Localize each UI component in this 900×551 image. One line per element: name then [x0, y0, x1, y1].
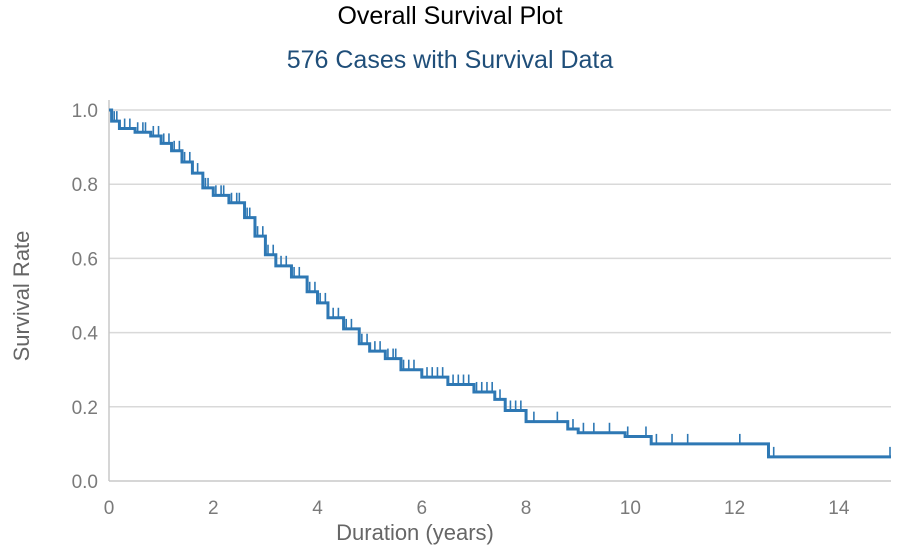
x-tick-label: 14 — [828, 498, 850, 519]
survival-line — [109, 108, 891, 459]
axes — [108, 100, 891, 482]
censor-marks — [113, 111, 891, 457]
y-tick-label: 1.0 — [72, 101, 98, 122]
chart-title: Overall Survival Plot — [337, 2, 563, 30]
x-tick-label: 2 — [208, 498, 219, 519]
y-tick-label: 0.8 — [72, 175, 98, 196]
chart-subtitle: 576 Cases with Survival Data — [286, 46, 614, 74]
y-tick-label: 0.0 — [72, 472, 98, 493]
grid-lines — [109, 109, 891, 408]
x-tick-label: 10 — [620, 498, 641, 519]
series-group — [109, 108, 891, 459]
x-tick-label: 6 — [417, 498, 428, 519]
y-tick-label: 0.4 — [72, 324, 99, 345]
x-tick-label: 12 — [724, 498, 745, 519]
x-tick-label: 8 — [521, 498, 532, 519]
y-tick-label: 0.6 — [72, 249, 98, 270]
y-tick-label: 0.2 — [72, 398, 98, 419]
x-tick-label: 4 — [312, 498, 323, 519]
x-axis-label: Duration (years) — [336, 520, 494, 545]
y-axis-label: Survival Rate — [9, 231, 34, 362]
x-tick-labels: 0 2 4 6 8 10 12 14 — [104, 498, 850, 519]
x-tick-label: 0 — [104, 498, 115, 519]
y-tick-labels: 0.0 0.2 0.4 0.6 0.8 1.0 — [72, 101, 99, 493]
